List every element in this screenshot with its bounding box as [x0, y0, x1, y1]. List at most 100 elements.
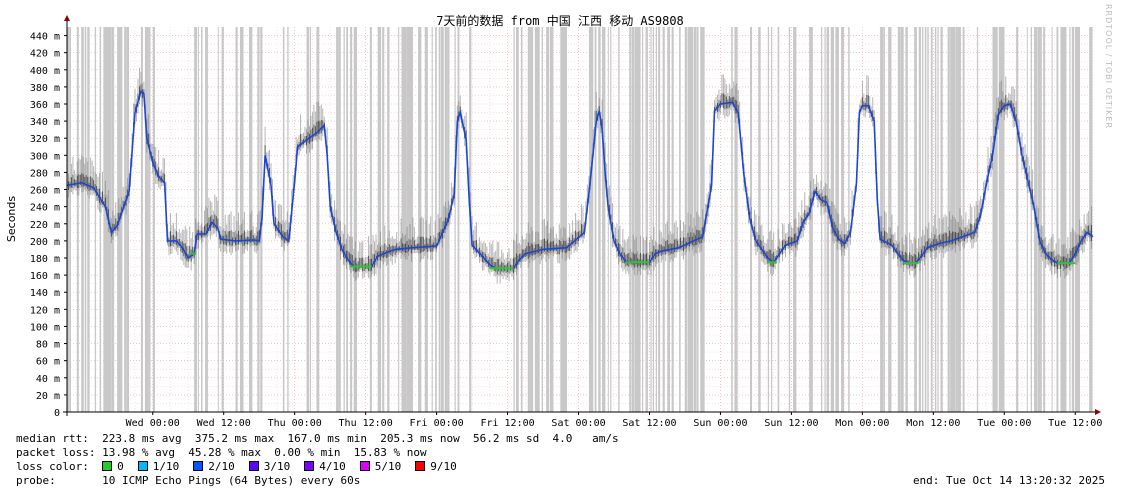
- loss-bar: [435, 27, 437, 412]
- loss-bar: [788, 27, 791, 412]
- loss-bar: [638, 27, 641, 412]
- loss-bar: [758, 27, 761, 412]
- x-tick-label: Wed 12:00: [197, 418, 251, 429]
- loss-bar: [242, 27, 244, 412]
- loss-bar: [631, 27, 634, 412]
- loss-bar: [1069, 27, 1071, 412]
- loss-bar: [382, 27, 385, 412]
- loss-bar: [398, 27, 400, 412]
- loss-color-swatch: [193, 461, 204, 471]
- loss-bar: [777, 27, 780, 412]
- loss-color-swatch: [304, 461, 315, 471]
- y-axis-label: Seconds: [5, 196, 18, 242]
- loss-bar: [591, 27, 594, 412]
- y-tick-label: 440 m: [30, 32, 60, 43]
- loss-bar: [152, 27, 155, 412]
- x-axis-arrow: [1095, 409, 1101, 415]
- loss-bar: [353, 27, 358, 412]
- x-tick-label: Mon 00:00: [835, 418, 889, 429]
- loss-bar: [937, 27, 939, 412]
- loss-bar: [401, 27, 406, 412]
- y-tick-label: 160 m: [30, 271, 60, 282]
- loss-bar: [947, 27, 950, 412]
- loss-bar: [955, 27, 958, 412]
- packet-loss-values: 13.98 % avg 45.28 % max 0.00 % min 15.83…: [102, 446, 427, 459]
- loss-bar: [306, 27, 310, 412]
- loss-bar: [662, 27, 665, 412]
- loss-bar: [221, 27, 224, 412]
- loss-bar: [140, 27, 143, 412]
- y-tick-label: 60 m: [36, 357, 60, 368]
- y-tick-label: 140 m: [30, 288, 60, 299]
- y-tick-label: 260 m: [30, 186, 60, 197]
- x-tick-labels: Wed 00:00 Wed 12:00 Thu 00:00 Thu 12:00 Fri …: [126, 412, 1102, 429]
- loss-bar: [103, 27, 107, 412]
- x-tick-label: Fri 12:00: [480, 418, 534, 429]
- loss-bar: [431, 27, 433, 412]
- loss-bar: [731, 27, 733, 412]
- loss-bar: [940, 27, 943, 412]
- y-tick-label: 340 m: [30, 117, 60, 128]
- loss-color-item: 0: [102, 460, 124, 473]
- loss-bar: [1071, 27, 1075, 412]
- loss-color-item: 2/10: [193, 460, 235, 473]
- loss-color-item: 4/10: [304, 460, 346, 473]
- loss-bar: [520, 27, 523, 412]
- loss-bar: [126, 27, 130, 412]
- loss-bar: [693, 27, 697, 412]
- loss-color-swatch-label: 1/10: [152, 460, 180, 473]
- loss-bar: [534, 27, 539, 412]
- loss-bar: [408, 27, 413, 412]
- loss-color-swatch-label: 3/10: [263, 460, 291, 473]
- end-timestamp: end: Tue Oct 14 13:20:32 2025: [912, 474, 1105, 487]
- loss-bar: [565, 27, 568, 412]
- median-rtt-row: median rtt: 223.8 ms avg 375.2 ms max 16…: [16, 432, 619, 445]
- x-tick-label: Sun 12:00: [764, 418, 818, 429]
- loss-bar: [700, 27, 704, 412]
- loss-bar: [655, 27, 658, 412]
- loss-bar: [667, 27, 671, 412]
- loss-bar: [513, 27, 515, 412]
- loss-bar: [642, 27, 644, 412]
- probe-value: 10 ICMP Echo Pings (64 Bytes) every 60s: [102, 474, 361, 487]
- loss-bar: [618, 27, 620, 412]
- loss-bar: [927, 27, 929, 412]
- loss-color-swatch: [102, 461, 113, 471]
- y-tick-label: 120 m: [30, 305, 60, 316]
- y-tick-labels: 0 20 m 40 m 60 m 80 m 100 m 120 m 140 m 160 m 180…: [30, 32, 67, 419]
- probe-row: probe: 10 ICMP Echo Pings (64 Bytes) eve…: [16, 474, 360, 487]
- loss-bar: [406, 27, 410, 412]
- loss-bar: [837, 27, 839, 412]
- loss-color-swatch-label: 9/10: [430, 460, 457, 473]
- loss-bar: [897, 27, 901, 412]
- y-tick-label: 180 m: [30, 254, 60, 265]
- loss-bar: [338, 27, 341, 412]
- y-tick-label: 220 m: [30, 220, 60, 231]
- loss-bar: [369, 27, 372, 412]
- loss-color-label: loss color:: [16, 460, 89, 473]
- loss-bar: [598, 27, 601, 412]
- loss-color-item: 1/10: [137, 460, 180, 473]
- loss-bar: [994, 27, 998, 412]
- loss-bar: [767, 27, 769, 412]
- loss-bar: [1075, 27, 1079, 412]
- loss-bar: [377, 27, 382, 412]
- loss-bar: [239, 27, 244, 412]
- loss-bar: [1030, 27, 1032, 412]
- watermark: RRDTOOL / TOBI OETIKER: [1104, 4, 1113, 130]
- loss-bar: [918, 27, 921, 412]
- loss-color-swatch: [137, 461, 148, 471]
- loss-bar: [530, 27, 534, 412]
- y-tick-label: 300 m: [30, 151, 60, 162]
- loss-bar: [905, 27, 908, 412]
- loss-bar: [934, 27, 937, 412]
- y-tick-label: 400 m: [30, 66, 60, 77]
- loss-bar: [921, 27, 924, 412]
- y-tick-label: 240 m: [30, 203, 60, 214]
- loss-color-swatch-label: 0: [117, 460, 124, 473]
- loss-color-item: 5/10: [359, 460, 401, 473]
- x-tick-label: Wed 00:00: [126, 418, 180, 429]
- loss-bar: [316, 27, 320, 412]
- loss-bar: [546, 27, 550, 412]
- loss-bar: [549, 27, 553, 412]
